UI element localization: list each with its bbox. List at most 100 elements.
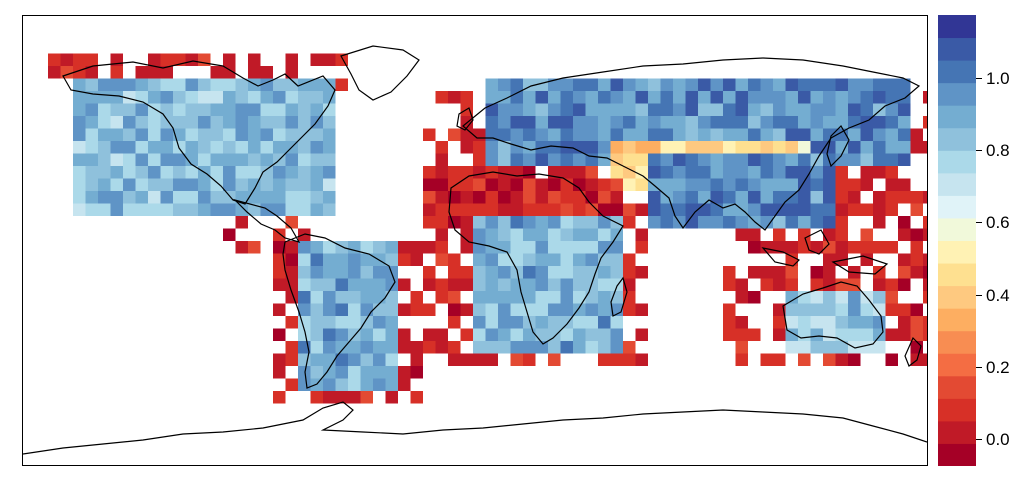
data-grid-cell [510, 128, 523, 141]
data-grid-cell [485, 141, 498, 154]
data-grid-cell [385, 391, 398, 404]
data-grid-cell [223, 166, 236, 179]
data-grid-cell [773, 103, 786, 116]
data-grid-cell [810, 116, 823, 129]
data-grid-cell [860, 141, 873, 154]
data-grid-cell [73, 128, 86, 141]
data-grid-cell [473, 278, 486, 291]
data-grid-cell [273, 78, 286, 91]
data-grid-cell [860, 78, 873, 91]
data-grid-cell [485, 228, 498, 241]
data-grid-cell [810, 191, 823, 204]
data-grid-cell [485, 316, 498, 329]
data-grid-cell [735, 278, 748, 291]
data-grid-cell [198, 141, 211, 154]
data-grid-cell [510, 328, 523, 341]
data-grid-cell [673, 103, 686, 116]
data-grid-cell [823, 216, 836, 229]
data-grid-cell [698, 203, 711, 216]
data-grid-cell [898, 303, 911, 316]
data-grid-cell [273, 303, 286, 316]
data-grid-cell [810, 103, 823, 116]
data-grid-cell [685, 203, 698, 216]
data-grid-cell [773, 278, 786, 291]
data-grid-cell [360, 353, 373, 366]
data-grid-cell [860, 103, 873, 116]
data-grid-cell [610, 266, 623, 279]
data-grid-cell [473, 178, 486, 191]
data-grid-cell [423, 203, 436, 216]
data-grid-cell [148, 191, 161, 204]
data-grid-cell [623, 141, 636, 154]
data-grid-cell [773, 191, 786, 204]
data-grid-cell [798, 191, 811, 204]
data-grid-cell [235, 103, 248, 116]
data-grid-cell [585, 316, 598, 329]
data-grid-cell [160, 141, 173, 154]
data-grid-cell [773, 166, 786, 179]
data-grid-cell [773, 178, 786, 191]
data-grid-cell [373, 341, 386, 354]
data-grid-cell [848, 103, 861, 116]
data-grid-cell [335, 341, 348, 354]
data-grid-cell [648, 91, 661, 104]
data-grid-cell [473, 141, 486, 154]
data-grid-cell [660, 203, 673, 216]
data-grid-cell [160, 78, 173, 91]
data-grid-cell [323, 366, 336, 379]
data-grid-cell [148, 78, 161, 91]
data-grid-cell [535, 78, 548, 91]
data-grid-cell [710, 91, 723, 104]
data-grid-cell [573, 228, 586, 241]
data-grid-cell [185, 78, 198, 91]
data-grid-cell [110, 91, 123, 104]
data-grid-cell [598, 253, 611, 266]
data-grid-cell [523, 203, 536, 216]
data-grid-cell [148, 53, 161, 66]
data-grid-cell [698, 216, 711, 229]
data-grid-cell [835, 203, 848, 216]
data-grid-cell [223, 128, 236, 141]
colorbar-tick-label: 0.2 [986, 357, 1010, 377]
data-grid-cell [835, 178, 848, 191]
data-grid-cell [210, 191, 223, 204]
data-grid-cell [73, 53, 86, 66]
data-grid-cell [498, 228, 511, 241]
data-grid-cell [510, 203, 523, 216]
data-grid-cell [760, 153, 773, 166]
data-grid-cell [760, 203, 773, 216]
data-grid-cell [60, 66, 73, 79]
data-grid-cell [923, 253, 927, 266]
data-grid-cell [560, 78, 573, 91]
data-grid-cell [460, 241, 473, 254]
data-grid-cell [535, 216, 548, 229]
data-grid-cell [585, 116, 598, 129]
data-grid-cell [510, 228, 523, 241]
data-grid-cell [460, 328, 473, 341]
data-grid-cell [860, 228, 873, 241]
data-grid-cell [460, 228, 473, 241]
data-grid-cell [510, 303, 523, 316]
data-grid-cell [185, 153, 198, 166]
data-grid-cell [360, 328, 373, 341]
data-grid-cell [810, 303, 823, 316]
data-grid-cell [448, 191, 461, 204]
data-grid-cell [535, 278, 548, 291]
data-grid-cell [448, 203, 461, 216]
data-grid-cell [610, 353, 623, 366]
data-grid-cell [798, 228, 811, 241]
data-grid-cell [773, 303, 786, 316]
data-grid-cell [610, 78, 623, 91]
data-grid-cell [198, 178, 211, 191]
data-grid-cell [848, 128, 861, 141]
data-grid-cell [410, 366, 423, 379]
data-grid-cell [460, 166, 473, 179]
data-grid-cell [473, 253, 486, 266]
data-grid-cell [873, 303, 886, 316]
data-grid-cell [73, 103, 86, 116]
data-grid-cell [673, 178, 686, 191]
data-grid-cell [573, 91, 586, 104]
data-grid-cell [523, 141, 536, 154]
data-grid-cell [235, 153, 248, 166]
data-grid-cell [923, 141, 927, 154]
